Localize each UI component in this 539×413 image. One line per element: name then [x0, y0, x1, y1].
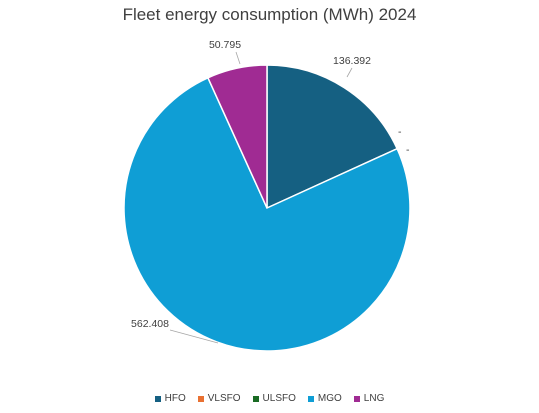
- data-label-hfo: 136.392: [333, 55, 371, 67]
- leader-line-lng: [235, 51, 241, 65]
- legend-swatch-vlsfo: [197, 395, 204, 402]
- leader-line-mgo: [169, 329, 219, 344]
- legend-label-mgo: MGO: [317, 393, 342, 404]
- pie-slice-hfo: [266, 64, 399, 210]
- data-label-ulsfo: -: [406, 144, 410, 156]
- legend-item-hfo: HFO: [154, 393, 186, 404]
- legend-item-mgo: MGO: [307, 393, 342, 404]
- data-label-vlsfo: -: [398, 126, 402, 138]
- data-label-mgo: 562.408: [131, 318, 169, 330]
- pie-slice-mgo: [123, 76, 411, 352]
- legend-swatch-lng: [353, 395, 360, 402]
- legend-swatch-ulsfo: [252, 395, 259, 402]
- legend: HFO VLSFO ULSFO MGO LNG: [0, 393, 539, 404]
- data-label-lng: 50.795: [209, 39, 241, 51]
- chart-title: Fleet energy consumption (MWh) 2024: [122, 5, 417, 24]
- legend-swatch-mgo: [307, 395, 314, 402]
- legend-label-hfo: HFO: [164, 393, 186, 404]
- leader-line-hfo: [346, 67, 353, 78]
- legend-item-lng: LNG: [353, 393, 385, 404]
- pie-slice-lng: [206, 64, 268, 209]
- legend-item-ulsfo: ULSFO: [252, 393, 296, 404]
- legend-label-lng: LNG: [363, 393, 385, 404]
- legend-label-ulsfo: ULSFO: [262, 393, 296, 404]
- legend-item-vlsfo: VLSFO: [197, 393, 241, 404]
- legend-label-vlsfo: VLSFO: [207, 393, 241, 404]
- legend-swatch-hfo: [154, 395, 161, 402]
